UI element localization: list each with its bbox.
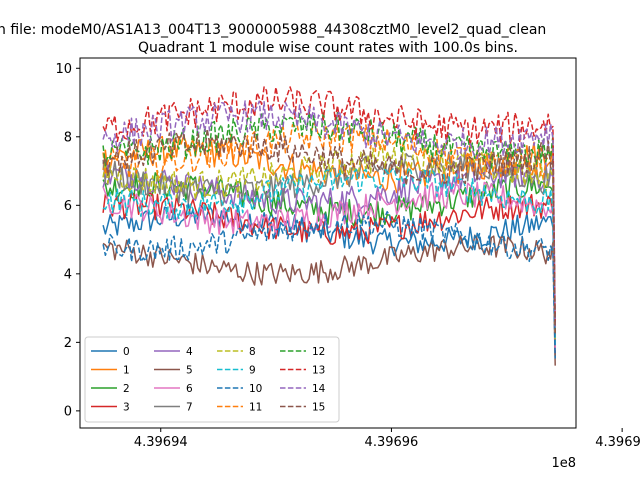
legend-label: 8 xyxy=(249,346,256,358)
y-tick-label: 10 xyxy=(55,62,72,77)
series-line-10 xyxy=(102,210,556,359)
series-line-15 xyxy=(102,128,556,335)
legend-label: 10 xyxy=(249,383,262,395)
series-line-12 xyxy=(102,111,556,330)
series-line-8 xyxy=(102,143,556,339)
legend-label: 0 xyxy=(123,346,130,358)
legend-label: 14 xyxy=(312,383,326,395)
y-tick-label: 2 xyxy=(64,336,72,351)
series-line-11 xyxy=(102,122,556,333)
y-tick-label: 8 xyxy=(64,130,72,145)
legend-label: 12 xyxy=(312,346,325,358)
series-line-14 xyxy=(102,100,556,327)
legend-frame xyxy=(84,336,340,423)
legend-label: 9 xyxy=(249,365,256,377)
x-tick-label: 4.39696 xyxy=(365,435,419,450)
series-line-4 xyxy=(102,160,556,345)
legend-label: 4 xyxy=(186,346,193,358)
x-tick-label: 4.39698 xyxy=(595,435,640,450)
series-line-5 xyxy=(102,234,556,366)
legend-label: 11 xyxy=(249,402,262,414)
legend-label: 2 xyxy=(123,383,130,395)
x-axis-offset-label: 1e8 xyxy=(551,456,576,471)
series-layer xyxy=(102,86,556,366)
series-line-9 xyxy=(102,166,556,346)
axes-frame xyxy=(79,57,577,429)
legend-label: 7 xyxy=(186,402,193,414)
x-tick-label: 4.39694 xyxy=(134,435,188,450)
series-line-13 xyxy=(102,86,556,323)
chart-title: Quadrant 1 module wise count rates with … xyxy=(138,40,518,56)
legend-label: 6 xyxy=(186,383,193,395)
plot-area xyxy=(79,57,577,429)
legend-label: 13 xyxy=(312,365,325,377)
series-line-3 xyxy=(102,191,556,354)
y-tick-label: 6 xyxy=(64,199,72,214)
legend-label: 3 xyxy=(123,402,130,414)
legend-label: 5 xyxy=(186,365,193,377)
y-tick-label: 0 xyxy=(64,404,72,419)
x-axis: 4.396944.396964.396984.397004.397024.397… xyxy=(134,428,640,450)
legend-label: 1 xyxy=(123,365,130,377)
legend-label: 15 xyxy=(312,402,325,414)
y-axis: 0 2 4 6 8 10 xyxy=(55,62,80,419)
y-tick-label: 4 xyxy=(64,267,72,282)
figure-suptitle: n file: modeM0/AS1A13_004T13_9000005988_… xyxy=(0,22,546,38)
series-line-7 xyxy=(102,150,556,342)
